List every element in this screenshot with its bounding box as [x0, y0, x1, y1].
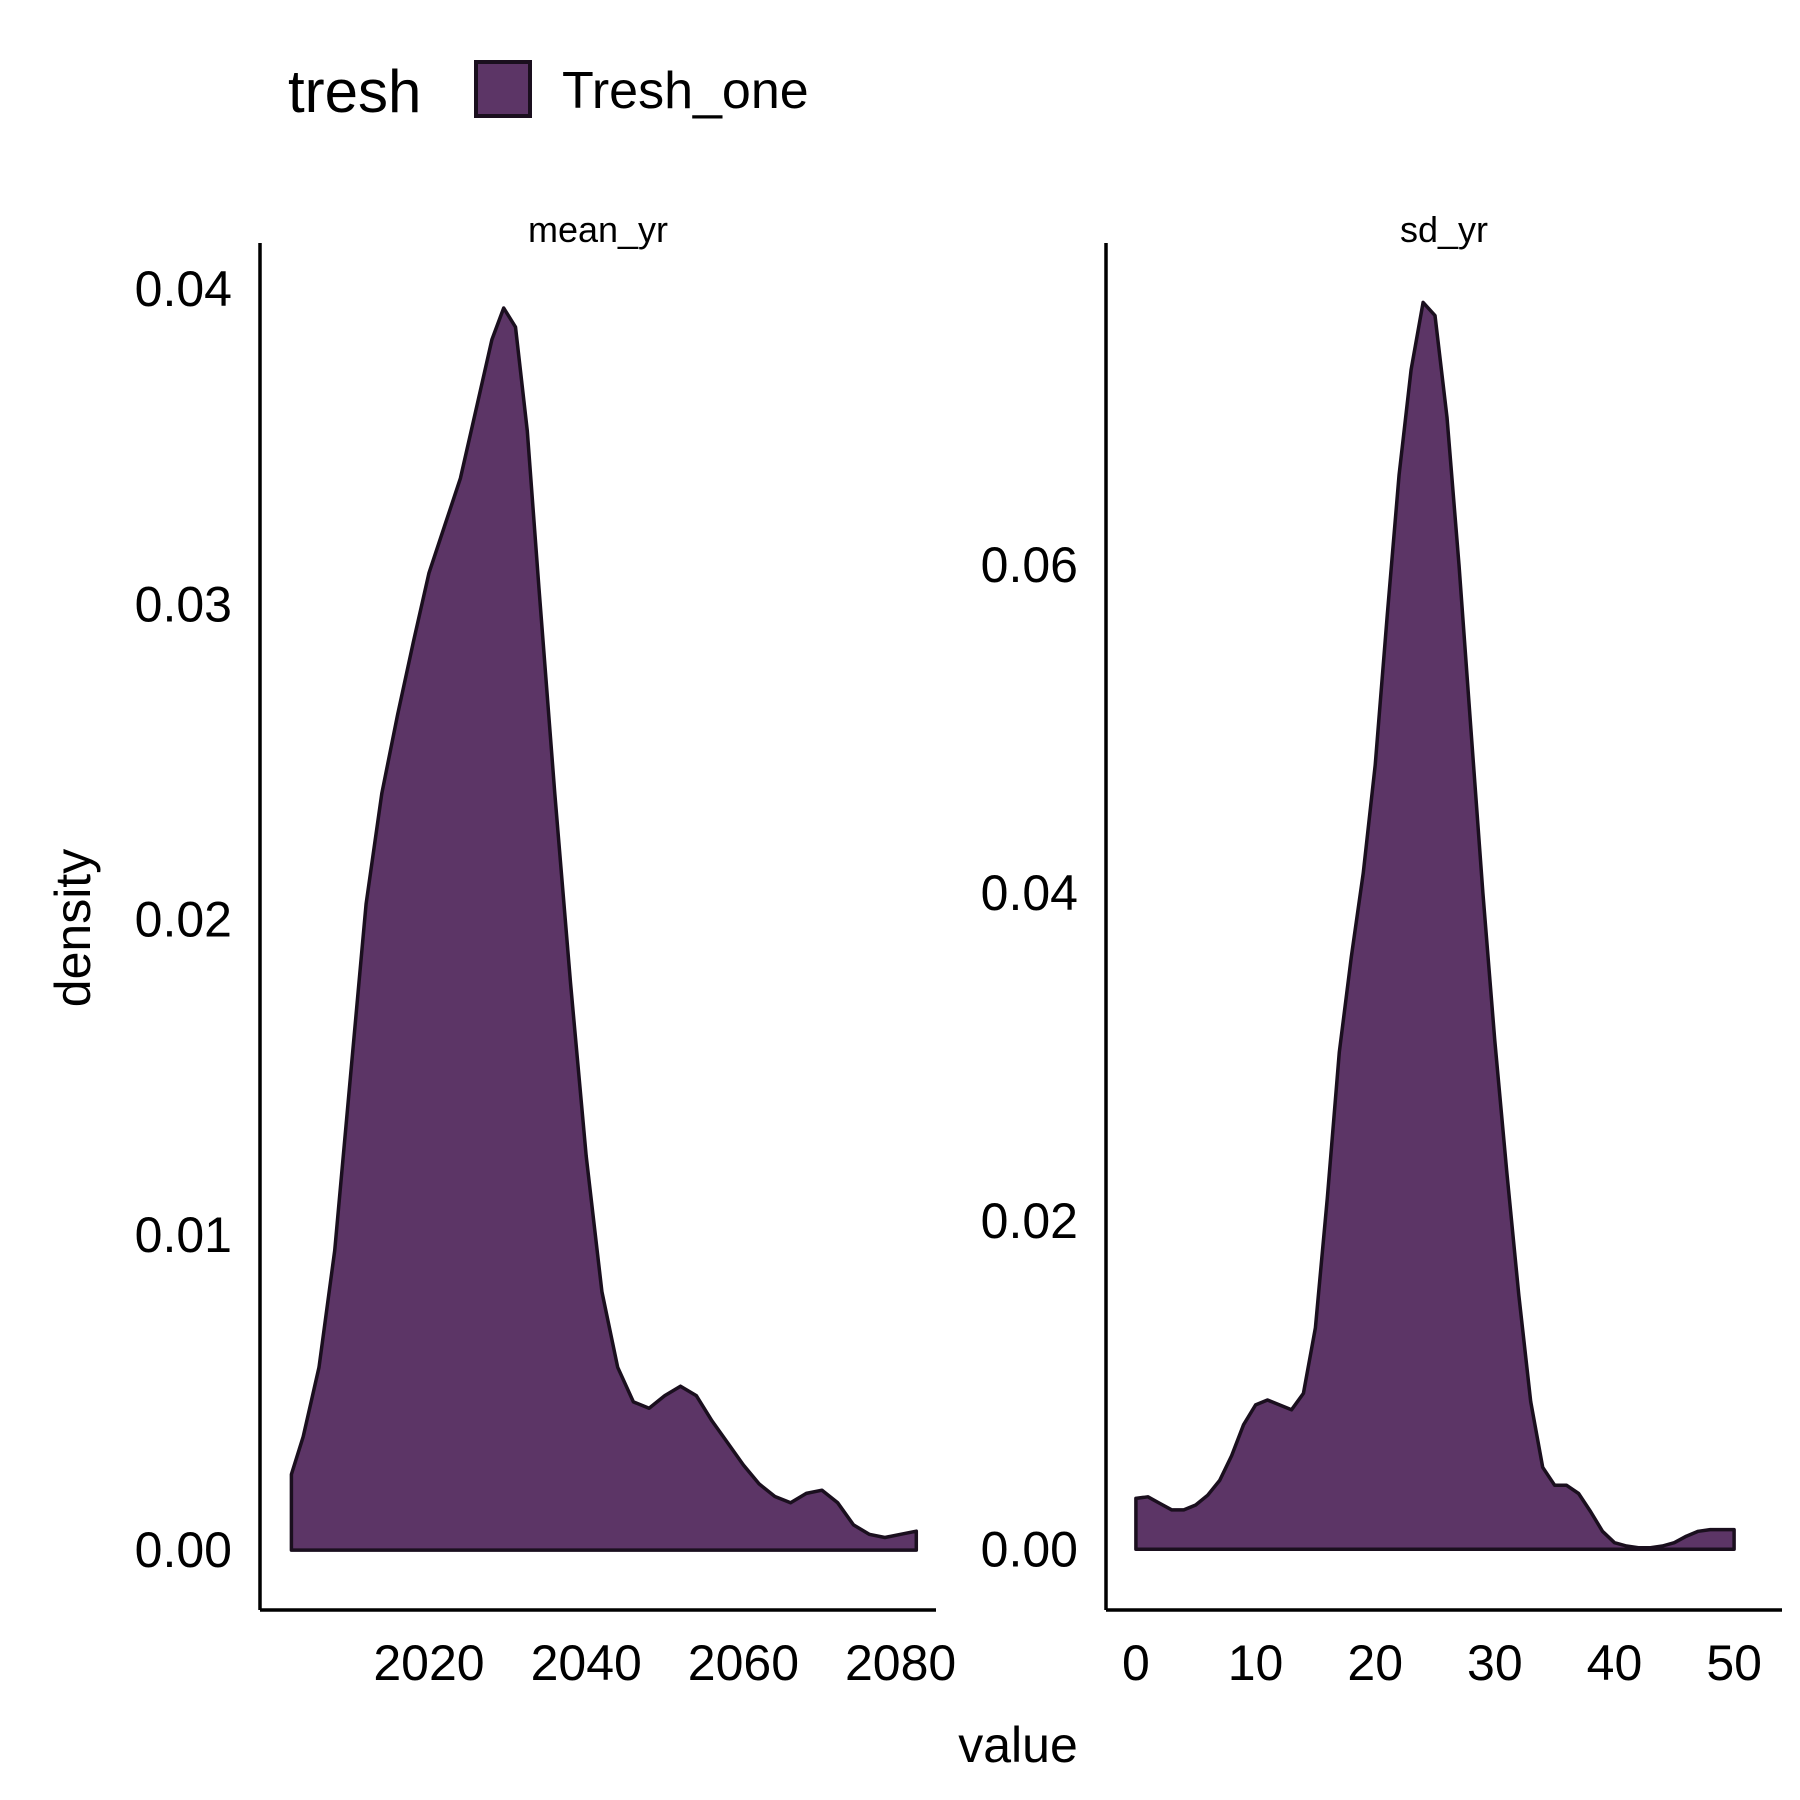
x-axis-title: value — [958, 1717, 1078, 1773]
x-tick-label: 50 — [1706, 1635, 1762, 1691]
y-tick-label: 0.02 — [135, 892, 232, 948]
legend: tresh Tresh_one — [288, 58, 809, 125]
y-axis-title: density — [45, 849, 101, 1007]
y-tick-label: 0.03 — [135, 576, 232, 632]
legend-label: Tresh_one — [562, 62, 809, 120]
panel-sd-yr: sd_yr 0.00 0.02 0.04 0.06 0 10 20 30 40 50 — [981, 209, 1782, 1691]
x-tick-label: 2060 — [688, 1635, 799, 1691]
x-tick-label: 2020 — [373, 1635, 484, 1691]
x-tick-label: 2080 — [845, 1635, 956, 1691]
y-tick-label: 0.00 — [981, 1521, 1078, 1577]
x-tick-label: 30 — [1467, 1635, 1523, 1691]
x-tick-label: 10 — [1228, 1635, 1284, 1691]
x-tick-label: 40 — [1587, 1635, 1643, 1691]
legend-swatch — [474, 60, 532, 118]
density-area — [1134, 300, 1736, 1552]
x-tick-label: 20 — [1347, 1635, 1403, 1691]
legend-title: tresh — [288, 58, 421, 125]
y-tick-label: 0.01 — [135, 1207, 232, 1263]
y-tick-label: 0.04 — [135, 261, 232, 317]
y-tick-label: 0.02 — [981, 1193, 1078, 1249]
y-tick-label: 0.06 — [981, 537, 1078, 593]
x-tick-label: 0 — [1122, 1635, 1150, 1691]
density-area — [289, 306, 919, 1552]
y-tick-label: 0.04 — [981, 865, 1078, 921]
strip-label: sd_yr — [1400, 209, 1488, 250]
strip-label: mean_yr — [528, 209, 668, 250]
x-tick-label: 2040 — [531, 1635, 642, 1691]
panel-mean-yr: mean_yr 0.00 0.01 0.02 0.03 0.04 2020 2040 2060 2… — [135, 209, 957, 1691]
y-tick-label: 0.00 — [135, 1522, 232, 1578]
